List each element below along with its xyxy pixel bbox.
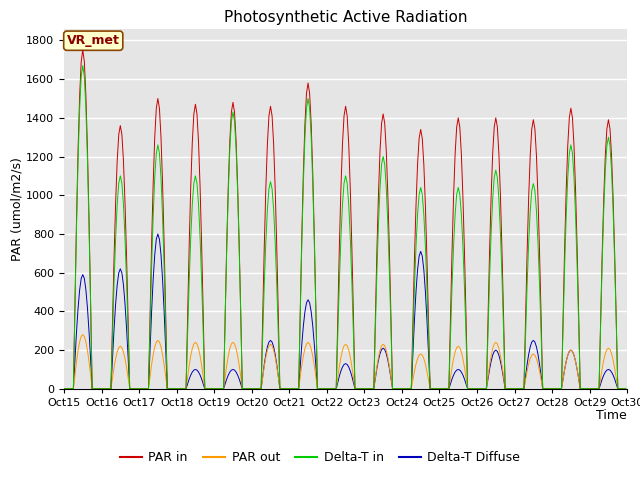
- X-axis label: Time: Time: [596, 409, 627, 422]
- Y-axis label: PAR (umol/m2/s): PAR (umol/m2/s): [10, 157, 24, 261]
- Text: VR_met: VR_met: [67, 34, 120, 47]
- Title: Photosynthetic Active Radiation: Photosynthetic Active Radiation: [224, 10, 467, 25]
- Legend: PAR in, PAR out, Delta-T in, Delta-T Diffuse: PAR in, PAR out, Delta-T in, Delta-T Dif…: [115, 446, 525, 469]
